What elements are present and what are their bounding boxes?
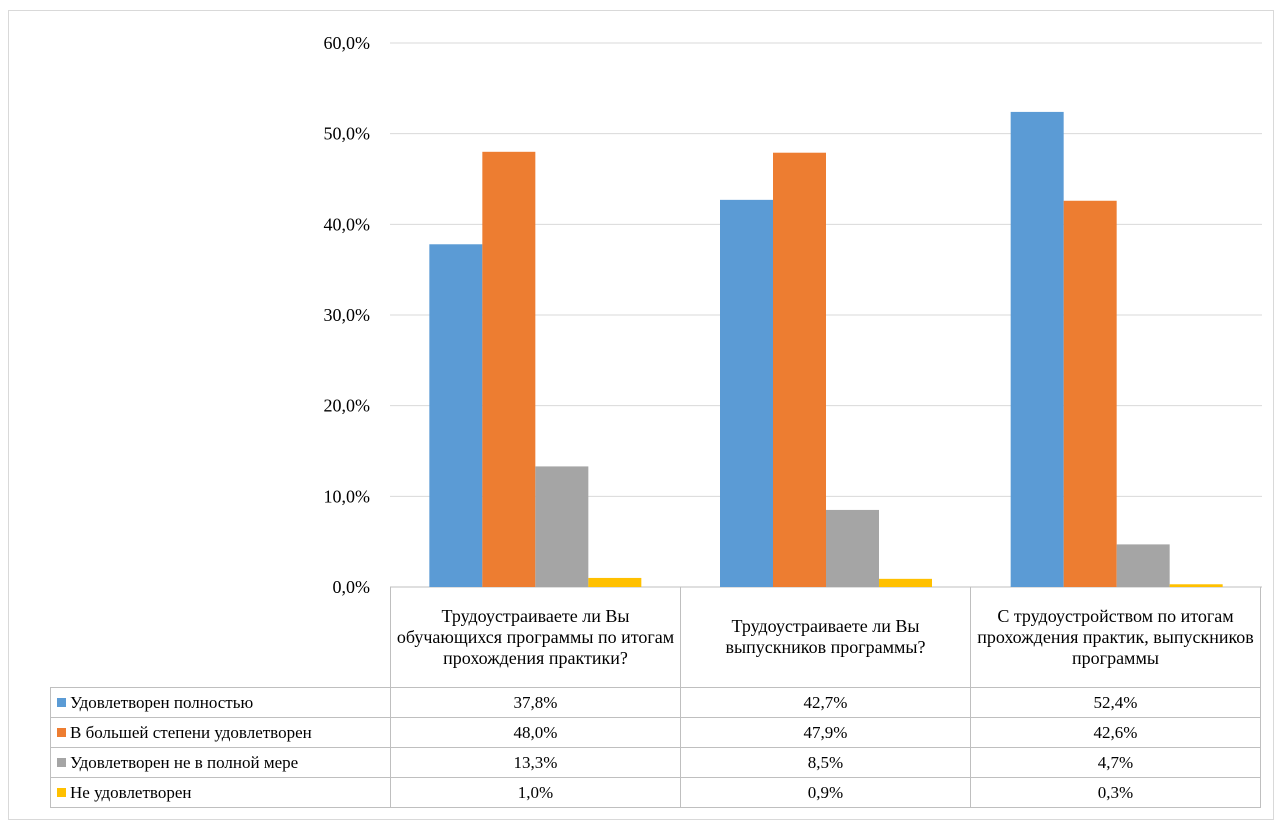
data-label: 42,7% (680, 687, 971, 718)
y-tick-label: 20,0% (324, 396, 371, 416)
data-label: 0,3% (970, 777, 1261, 808)
data-label: 42,6% (970, 717, 1261, 748)
data-label: 0,9% (680, 777, 971, 808)
bar (720, 199, 773, 587)
legend-swatch (57, 757, 66, 767)
bar (535, 466, 589, 587)
table-row: Не удовлетворен 1,0% 0,9% 0,3% (50, 777, 1261, 808)
data-label: 48,0% (390, 717, 681, 748)
legend-swatch (57, 697, 66, 707)
legend-entry: Не удовлетворен (50, 777, 391, 808)
legend-entry: Удовлетворен не в полной мере (50, 747, 391, 778)
data-label: 52,4% (970, 687, 1261, 718)
bar (1063, 200, 1117, 587)
y-tick-label: 40,0% (324, 214, 371, 234)
bar (773, 152, 826, 587)
series-name: В большей степени удовлетворен (70, 722, 312, 742)
data-label: 4,7% (970, 747, 1261, 778)
legend-swatch (57, 727, 66, 737)
chart-frame (8, 10, 1274, 820)
bar (429, 244, 483, 587)
bar (1116, 544, 1170, 587)
category-header-row: Трудоустраиваете ли Вы обучающихся прогр… (50, 587, 1261, 688)
bar (879, 578, 932, 587)
data-label: 37,8% (390, 687, 681, 718)
series-name: Не удовлетворен (70, 782, 192, 802)
y-tick-label: 50,0% (324, 124, 371, 144)
data-label: 47,9% (680, 717, 971, 748)
data-table: Трудоустраиваете ли Вы обучающихся прогр… (50, 587, 1261, 808)
y-tick-label: 30,0% (324, 305, 371, 325)
y-tick-label: 10,0% (324, 486, 371, 506)
bars (429, 111, 1223, 588)
category-label: Трудоустраиваете ли Вы обучающихся прогр… (390, 587, 681, 688)
bar (1169, 584, 1223, 587)
table-corner (50, 587, 391, 688)
bar (826, 509, 879, 587)
table-row: Удовлетворен не в полной мере 13,3% 8,5%… (50, 747, 1261, 778)
series-name: Удовлетворен полностью (70, 692, 254, 712)
data-label: 8,5% (680, 747, 971, 778)
data-label: 13,3% (390, 747, 681, 778)
bar (482, 151, 536, 588)
bar (1010, 111, 1064, 587)
y-axis-tick-labels: 0,0%10,0%20,0%30,0%40,0%50,0%60,0% (324, 33, 371, 597)
data-label: 1,0% (390, 777, 681, 808)
series-name: Удовлетворен не в полной мере (70, 752, 299, 772)
legend-swatch (57, 787, 66, 797)
table-row: Удовлетворен полностью 37,8% 42,7% 52,4% (50, 687, 1261, 718)
category-label: С трудоустройством по итогам прохождения… (970, 587, 1261, 688)
bar (588, 577, 642, 587)
category-label: Трудоустраиваете ли Вы выпускников прогр… (680, 587, 971, 688)
legend-entry: Удовлетворен полностью (50, 687, 391, 718)
legend-entry: В большей степени удовлетворен (50, 717, 391, 748)
table-row: В большей степени удовлетворен 48,0% 47,… (50, 717, 1261, 748)
y-tick-label: 60,0% (324, 33, 371, 53)
